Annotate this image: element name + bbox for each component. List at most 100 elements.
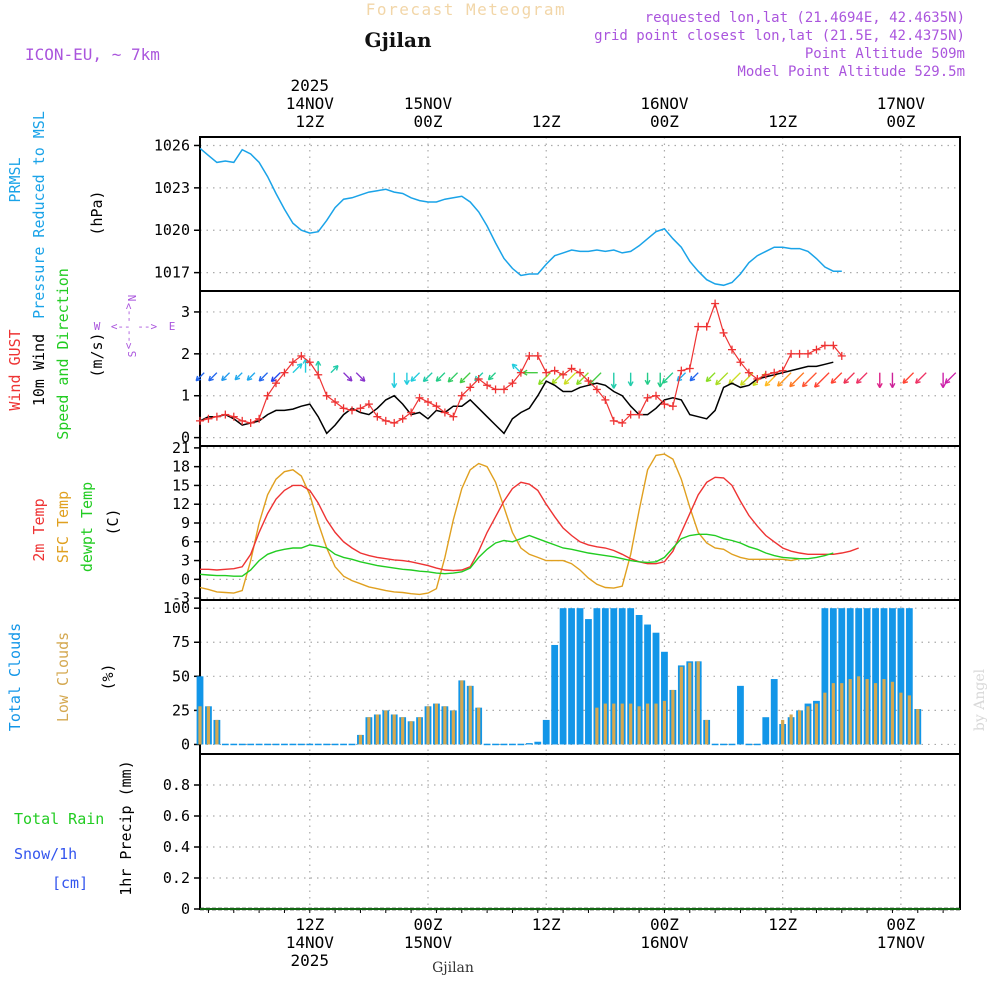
- wind-arrow-head: [221, 378, 227, 382]
- wind-arrow-shaft: [447, 372, 459, 383]
- low-cloud-bar: [873, 683, 878, 745]
- wind-arrow-head: [459, 377, 463, 383]
- wind-arrow-shaft: [576, 372, 589, 385]
- wind-arrow-head: [208, 378, 214, 382]
- wind-arrow: [403, 372, 410, 385]
- compass-vertical-arrows: <-- -->: [122, 302, 135, 349]
- gust-marker: [297, 351, 306, 360]
- wind-arrow-head: [830, 378, 834, 384]
- low-cloud-bar: [595, 707, 599, 745]
- total-cloud-bar: [593, 608, 601, 745]
- wind-arrow-head: [740, 383, 746, 386]
- wind-arrow-head: [448, 379, 454, 383]
- wind-arrow-head: [346, 378, 353, 382]
- precip-ytick-label: 0.6: [163, 807, 190, 825]
- low-cloud-bar: [654, 703, 658, 745]
- gust-marker: [677, 366, 686, 375]
- wind-arrow: [627, 372, 634, 387]
- gust-marker: [500, 385, 508, 394]
- gust-marker: [407, 408, 416, 417]
- wind-arrow-head: [270, 376, 274, 382]
- wind-arrow: [728, 372, 741, 385]
- wind-arrow-shaft: [343, 372, 353, 382]
- pressure-label-msl: Pressure Reduced to MSL: [30, 111, 48, 319]
- gust-marker: [483, 381, 492, 390]
- gust-marker: [474, 374, 483, 383]
- pressure-ytick-label: 1020: [154, 221, 190, 239]
- wind-arrow-shaft: [588, 372, 602, 385]
- top-time-label: 12Z: [768, 112, 797, 131]
- total-cloud-bar: [770, 679, 778, 745]
- wind-arrow-head: [752, 383, 759, 387]
- total-cloud-bar: [821, 608, 829, 745]
- top-time-label: 16NOV: [640, 94, 689, 113]
- gust-marker: [229, 412, 238, 421]
- low-cloud-bar: [688, 662, 692, 745]
- pressure-label-prmsl: PRMSL: [6, 157, 24, 202]
- wind-arrow: [522, 369, 538, 376]
- gust-marker: [196, 416, 204, 425]
- clouds-ytick-label: 100: [163, 599, 190, 617]
- wind-arrow-head: [659, 382, 664, 388]
- wind-arrow: [876, 372, 883, 389]
- wind-arrow-shaft: [330, 365, 339, 374]
- gust-marker: [626, 410, 635, 419]
- wind-arrow-head: [234, 377, 241, 381]
- wind-arrow-shaft: [705, 372, 716, 382]
- wind-arrow: [487, 372, 497, 381]
- low-cloud-bar: [629, 703, 633, 745]
- wind-arrow: [814, 372, 830, 388]
- wind-arrow-head: [406, 379, 410, 385]
- wind-arrow-head: [487, 374, 491, 380]
- wind-arrow: [563, 372, 577, 385]
- gust-marker: [373, 412, 382, 421]
- total-cloud-bar: [829, 608, 837, 745]
- precip-panel: 0 0.2 0.4 0.6 0.8: [163, 753, 961, 918]
- bottom-time-label: 2025: [291, 951, 330, 970]
- wind-arrow: [343, 372, 353, 382]
- wind-arrow-head: [247, 378, 253, 381]
- low-cloud-bar: [477, 707, 481, 745]
- wind-arrow-shaft: [814, 372, 830, 388]
- gust-marker: [711, 299, 720, 308]
- wind-arrow-head: [715, 379, 718, 385]
- gust-marker: [643, 393, 652, 402]
- dewpt-line: [199, 533, 834, 577]
- wind-arrow-head: [879, 382, 883, 389]
- gust-marker: [542, 368, 551, 377]
- wind-arrow: [889, 372, 896, 389]
- clouds-ytick-label: 25: [172, 701, 190, 719]
- wind-arrow-head: [234, 374, 238, 380]
- gust-marker: [364, 400, 373, 409]
- wind-arrow: [944, 372, 957, 384]
- temp-ytick-label: 9: [181, 514, 190, 532]
- low-cloud-bar: [637, 706, 641, 745]
- gust-marker: [348, 406, 356, 415]
- gust-marker: [761, 370, 770, 379]
- low-cloud-bar: [899, 692, 903, 745]
- wind-arrow-head: [776, 381, 780, 387]
- wind-arrow-head: [876, 382, 881, 389]
- wind-arrow-shaft: [221, 372, 231, 381]
- total-cloud-bar: [880, 608, 888, 745]
- low-cloud-bar: [401, 717, 405, 745]
- gust-marker: [592, 385, 601, 394]
- wind-arrow-head: [765, 383, 771, 387]
- wind-arrow-head: [362, 376, 366, 382]
- temp-2m-label: 2m Temp: [30, 498, 48, 561]
- wind-arrow: [410, 372, 421, 382]
- total-cloud-bar: [652, 632, 660, 745]
- low-clouds-label: Low Clouds: [54, 632, 72, 722]
- gust-marker: [398, 414, 407, 423]
- clouds-ytick-label: 75: [172, 633, 190, 651]
- wind-arrow-shaft: [689, 372, 699, 382]
- temp-sfc-label: SFC Temp: [54, 491, 72, 563]
- low-cloud-bar: [916, 709, 920, 745]
- compass-rose: N S W E <-- --> <-- -->: [94, 295, 176, 358]
- wind-arrow: [705, 372, 716, 383]
- wind-arrow-head: [610, 383, 615, 389]
- wind-arrow-head: [195, 375, 199, 381]
- wind-arrow-head: [814, 382, 817, 388]
- gust-marker: [618, 418, 627, 427]
- gust-marker: [272, 379, 280, 388]
